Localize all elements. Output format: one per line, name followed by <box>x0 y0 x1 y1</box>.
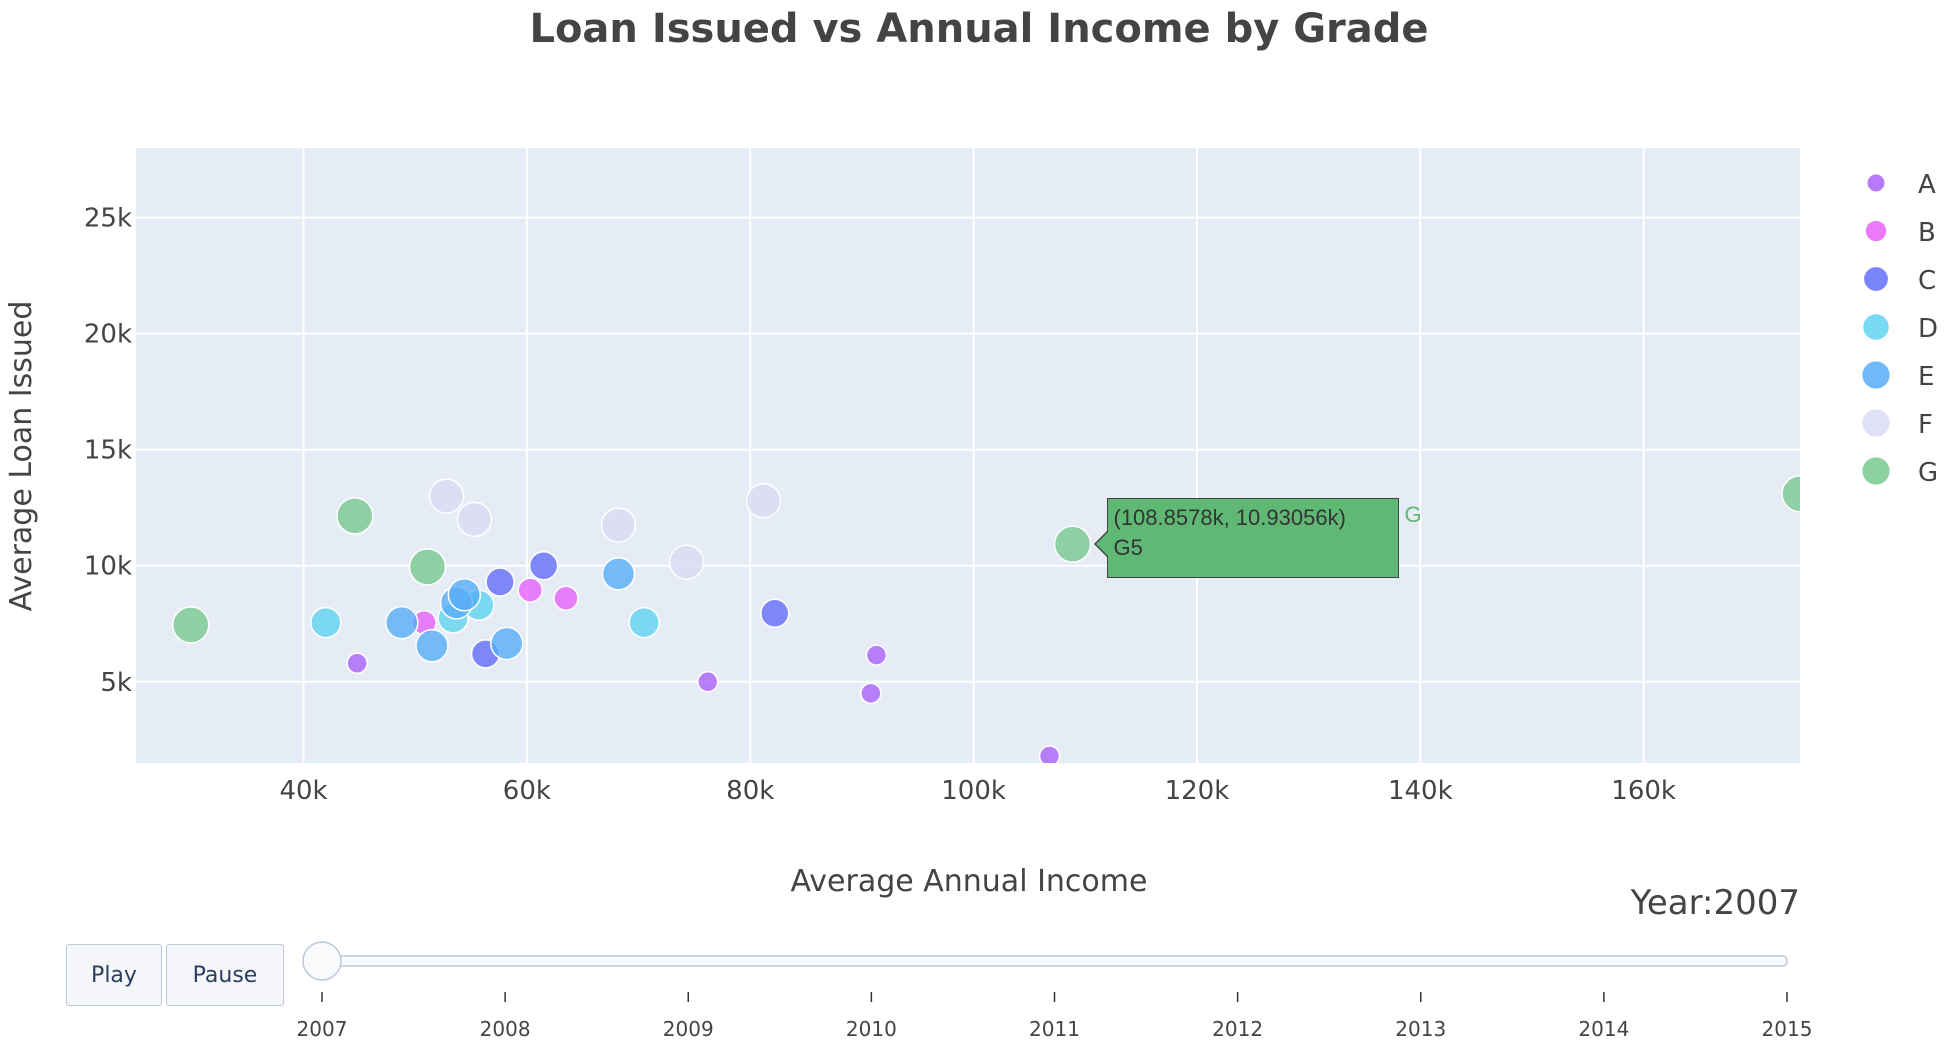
data-point-a[interactable] <box>346 652 368 674</box>
tooltip-series-name: G <box>1404 502 1422 528</box>
x-tick-label: 140k <box>1388 776 1453 806</box>
data-point-f[interactable] <box>668 544 705 581</box>
slider-step-label[interactable]: 2007 <box>297 1017 348 1041</box>
y-tick-label: 25k <box>84 204 132 234</box>
legend-label-b[interactable]: B <box>1918 218 1936 248</box>
legend-label-e[interactable]: E <box>1918 362 1934 392</box>
data-point-g[interactable] <box>1781 475 1818 513</box>
data-point-e[interactable] <box>601 557 636 591</box>
data-point-b[interactable] <box>553 585 579 611</box>
hover-tooltip: (108.8578k, 10.93056k) G5 <box>1106 498 1399 579</box>
data-point-e[interactable] <box>447 577 482 612</box>
legend-marker-e[interactable] <box>1862 361 1890 389</box>
y-tick-label: 10k <box>84 552 132 582</box>
legend-marker-g[interactable] <box>1862 457 1890 485</box>
legend-marker-b[interactable] <box>1865 220 1887 242</box>
slider-step-label[interactable]: 2011 <box>1029 1017 1080 1041</box>
play-button[interactable]: Play <box>66 944 162 1006</box>
slider-step-label[interactable]: 2015 <box>1762 1017 1813 1041</box>
data-point-f[interactable] <box>456 501 493 538</box>
data-point-d[interactable] <box>628 606 660 639</box>
legend-marker-c[interactable] <box>1864 267 1888 291</box>
plot-area[interactable]: 40k 60k 80k 100k 120k 140k 160k 5k 10k 15k 20k 25k <box>84 148 1818 806</box>
legend-marker-f[interactable] <box>1862 409 1890 437</box>
x-tick-label: 100k <box>941 776 1006 806</box>
data-point-d[interactable] <box>310 606 342 639</box>
y-tick-label: 20k <box>84 320 132 350</box>
data-point-c[interactable] <box>485 567 515 597</box>
y-tick-label: 15k <box>84 436 132 466</box>
tooltip-point-label: G5 <box>1113 535 1143 561</box>
data-point-a[interactable] <box>860 682 882 705</box>
x-tick-label: 120k <box>1165 776 1230 806</box>
data-point-c[interactable] <box>760 598 790 629</box>
slider-step-label[interactable]: 2013 <box>1395 1017 1446 1041</box>
x-tick-label: 160k <box>1611 776 1676 806</box>
x-tick-label: 80k <box>726 776 774 806</box>
tooltip-arrow-fill <box>1095 532 1108 557</box>
data-point-a[interactable] <box>697 671 719 693</box>
slider-track[interactable] <box>321 955 1788 967</box>
y-axis-title: Average Loan Issued <box>4 301 39 612</box>
legend-label-a[interactable]: A <box>1918 170 1936 200</box>
slider-step-label[interactable]: 2008 <box>480 1017 531 1041</box>
pause-button[interactable]: Pause <box>166 944 284 1006</box>
data-point-c[interactable] <box>528 550 559 581</box>
data-point-g[interactable] <box>171 606 210 644</box>
legend-label-g[interactable]: G <box>1918 458 1938 488</box>
slider-handle[interactable] <box>302 941 342 981</box>
slider-step-label[interactable]: 2010 <box>846 1017 897 1041</box>
data-point-e[interactable] <box>490 626 524 661</box>
markers-layer <box>171 475 1818 766</box>
legend-label-f[interactable]: F <box>1918 410 1933 440</box>
data-point-f[interactable] <box>600 507 637 543</box>
current-frame-label: Year:2007 <box>1630 883 1800 923</box>
data-point-f[interactable] <box>428 478 465 514</box>
data-point-g[interactable] <box>336 497 374 535</box>
tooltip-coordinates: (108.8578k, 10.93056k) <box>1113 505 1346 531</box>
legend-label-c[interactable]: C <box>1918 266 1936 296</box>
data-point-g[interactable] <box>408 548 447 586</box>
animation-slider[interactable]: 2007 2008 2009 2010 2011 2012 2013 2014 2015 <box>297 941 1813 1041</box>
slider-step-label[interactable]: 2009 <box>663 1017 714 1041</box>
data-point-g[interactable] <box>1053 525 1092 563</box>
x-tick-label: 60k <box>503 776 551 806</box>
data-point-e[interactable] <box>385 605 419 640</box>
data-point-a[interactable] <box>1038 745 1061 766</box>
legend-label-d[interactable]: D <box>1918 314 1938 344</box>
data-point-b[interactable] <box>517 577 543 603</box>
y-tick-label: 5k <box>100 668 132 698</box>
data-point-a[interactable] <box>865 644 888 666</box>
slider-step-label[interactable]: 2012 <box>1212 1017 1263 1041</box>
x-axis-title: Average Annual Income <box>791 864 1148 899</box>
legend-marker-d[interactable] <box>1863 314 1889 340</box>
data-point-e[interactable] <box>415 629 449 663</box>
x-tick-label: 40k <box>279 776 327 806</box>
legend-marker-a[interactable] <box>1867 174 1885 192</box>
chart-title: Loan Issued vs Annual Income by Grade <box>529 6 1428 52</box>
plot-background <box>136 148 1800 763</box>
slider-step-label[interactable]: 2014 <box>1578 1017 1629 1041</box>
data-point-f[interactable] <box>745 483 782 519</box>
